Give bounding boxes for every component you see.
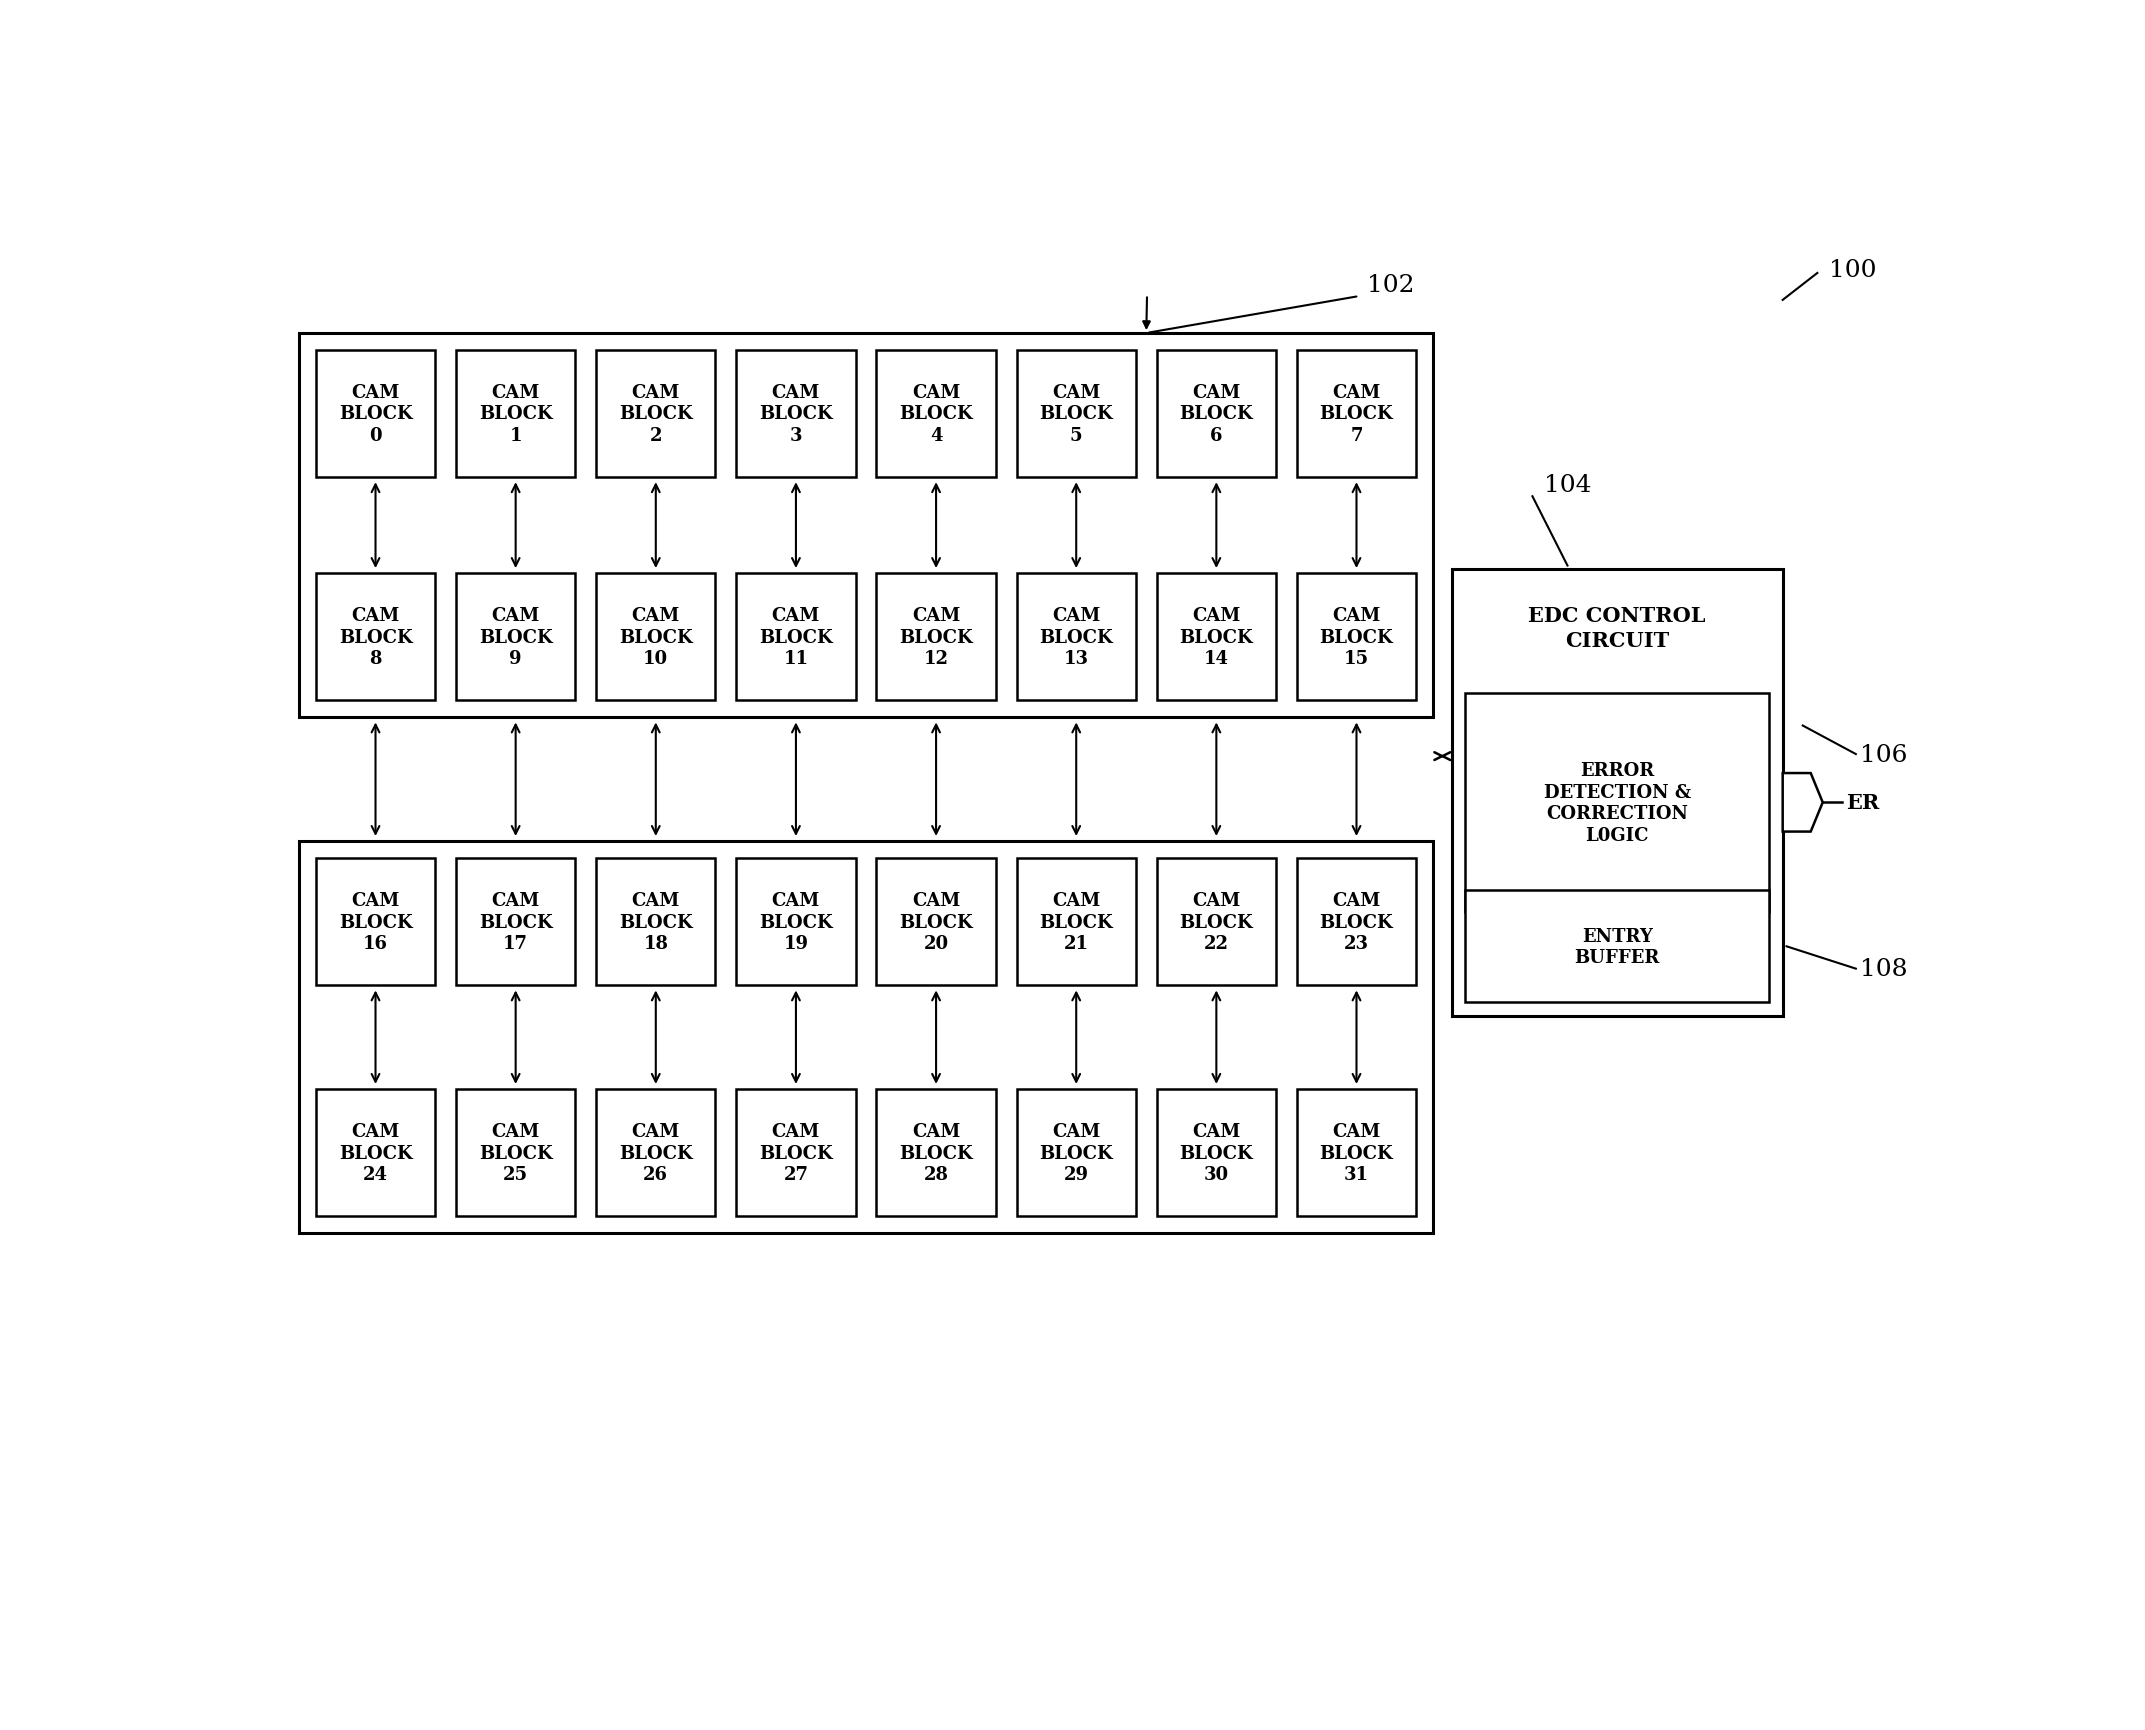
Bar <box>736 1090 856 1216</box>
Bar <box>1298 858 1416 986</box>
Bar <box>1452 571 1782 1017</box>
Text: CAM
BLOCK
19: CAM BLOCK 19 <box>759 891 832 953</box>
Bar <box>315 858 435 986</box>
Bar <box>1465 891 1770 1003</box>
Text: CAM
BLOCK
8: CAM BLOCK 8 <box>339 607 412 668</box>
Text: 104: 104 <box>1544 474 1592 497</box>
Text: CAM
BLOCK
22: CAM BLOCK 22 <box>1180 891 1253 953</box>
Bar <box>1298 1090 1416 1216</box>
Text: CAM
BLOCK
24: CAM BLOCK 24 <box>339 1123 412 1183</box>
Bar <box>1298 574 1416 701</box>
Text: CAM
BLOCK
17: CAM BLOCK 17 <box>478 891 553 953</box>
Bar <box>298 843 1433 1233</box>
Bar <box>1298 351 1416 477</box>
Text: CAM
BLOCK
23: CAM BLOCK 23 <box>1319 891 1394 953</box>
Bar <box>877 574 995 701</box>
Text: CAM
BLOCK
20: CAM BLOCK 20 <box>899 891 974 953</box>
Text: ERROR
DETECTION &
CORRECTION
L0GIC: ERROR DETECTION & CORRECTION L0GIC <box>1544 761 1690 844</box>
Bar <box>596 858 716 986</box>
Text: CAM
BLOCK
3: CAM BLOCK 3 <box>759 384 832 445</box>
Text: 106: 106 <box>1860 744 1907 766</box>
Text: CAM
BLOCK
25: CAM BLOCK 25 <box>478 1123 553 1183</box>
Text: CAM
BLOCK
0: CAM BLOCK 0 <box>339 384 412 445</box>
Text: CAM
BLOCK
1: CAM BLOCK 1 <box>478 384 553 445</box>
Bar <box>736 858 856 986</box>
Polygon shape <box>1782 773 1823 832</box>
Text: 100: 100 <box>1830 258 1877 282</box>
Text: CAM
BLOCK
18: CAM BLOCK 18 <box>620 891 693 953</box>
Text: 108: 108 <box>1860 958 1907 981</box>
Bar <box>596 1090 716 1216</box>
Text: CAM
BLOCK
21: CAM BLOCK 21 <box>1040 891 1113 953</box>
Text: CAM
BLOCK
31: CAM BLOCK 31 <box>1319 1123 1394 1183</box>
Bar <box>877 351 995 477</box>
Bar <box>298 334 1433 718</box>
Text: CAM
BLOCK
5: CAM BLOCK 5 <box>1040 384 1113 445</box>
Text: ENTRY
BUFFER: ENTRY BUFFER <box>1574 927 1660 967</box>
Bar <box>596 351 716 477</box>
Text: CAM
BLOCK
2: CAM BLOCK 2 <box>620 384 693 445</box>
Text: CAM
BLOCK
11: CAM BLOCK 11 <box>759 607 832 668</box>
Text: EDC CONTROL
CIRCUIT: EDC CONTROL CIRCUIT <box>1529 606 1705 650</box>
Bar <box>1017 858 1137 986</box>
Bar <box>877 858 995 986</box>
Bar <box>1017 574 1137 701</box>
Text: CAM
BLOCK
4: CAM BLOCK 4 <box>899 384 974 445</box>
Bar <box>1156 1090 1276 1216</box>
Text: CAM
BLOCK
16: CAM BLOCK 16 <box>339 891 412 953</box>
Text: CAM
BLOCK
7: CAM BLOCK 7 <box>1319 384 1394 445</box>
Text: CAM
BLOCK
30: CAM BLOCK 30 <box>1180 1123 1253 1183</box>
Bar <box>736 351 856 477</box>
Bar <box>315 1090 435 1216</box>
Text: CAM
BLOCK
12: CAM BLOCK 12 <box>899 607 974 668</box>
Bar <box>315 351 435 477</box>
Bar <box>457 858 575 986</box>
Text: CAM
BLOCK
6: CAM BLOCK 6 <box>1180 384 1253 445</box>
Bar <box>1156 351 1276 477</box>
Bar <box>596 574 716 701</box>
Text: 102: 102 <box>1366 273 1414 298</box>
Bar <box>1156 858 1276 986</box>
Text: CAM
BLOCK
9: CAM BLOCK 9 <box>478 607 553 668</box>
Text: CAM
BLOCK
10: CAM BLOCK 10 <box>620 607 693 668</box>
Text: ER: ER <box>1847 792 1879 813</box>
Text: CAM
BLOCK
27: CAM BLOCK 27 <box>759 1123 832 1183</box>
Text: CAM
BLOCK
28: CAM BLOCK 28 <box>899 1123 974 1183</box>
Text: CAM
BLOCK
13: CAM BLOCK 13 <box>1040 607 1113 668</box>
Bar <box>315 574 435 701</box>
Bar <box>736 574 856 701</box>
Text: CAM
BLOCK
26: CAM BLOCK 26 <box>620 1123 693 1183</box>
Bar <box>457 351 575 477</box>
Bar <box>457 574 575 701</box>
Bar <box>1017 351 1137 477</box>
Bar <box>877 1090 995 1216</box>
Text: CAM
BLOCK
29: CAM BLOCK 29 <box>1040 1123 1113 1183</box>
Bar <box>1465 694 1770 912</box>
Text: CAM
BLOCK
15: CAM BLOCK 15 <box>1319 607 1394 668</box>
Bar <box>457 1090 575 1216</box>
Text: CAM
BLOCK
14: CAM BLOCK 14 <box>1180 607 1253 668</box>
Bar <box>1156 574 1276 701</box>
Bar <box>1017 1090 1137 1216</box>
